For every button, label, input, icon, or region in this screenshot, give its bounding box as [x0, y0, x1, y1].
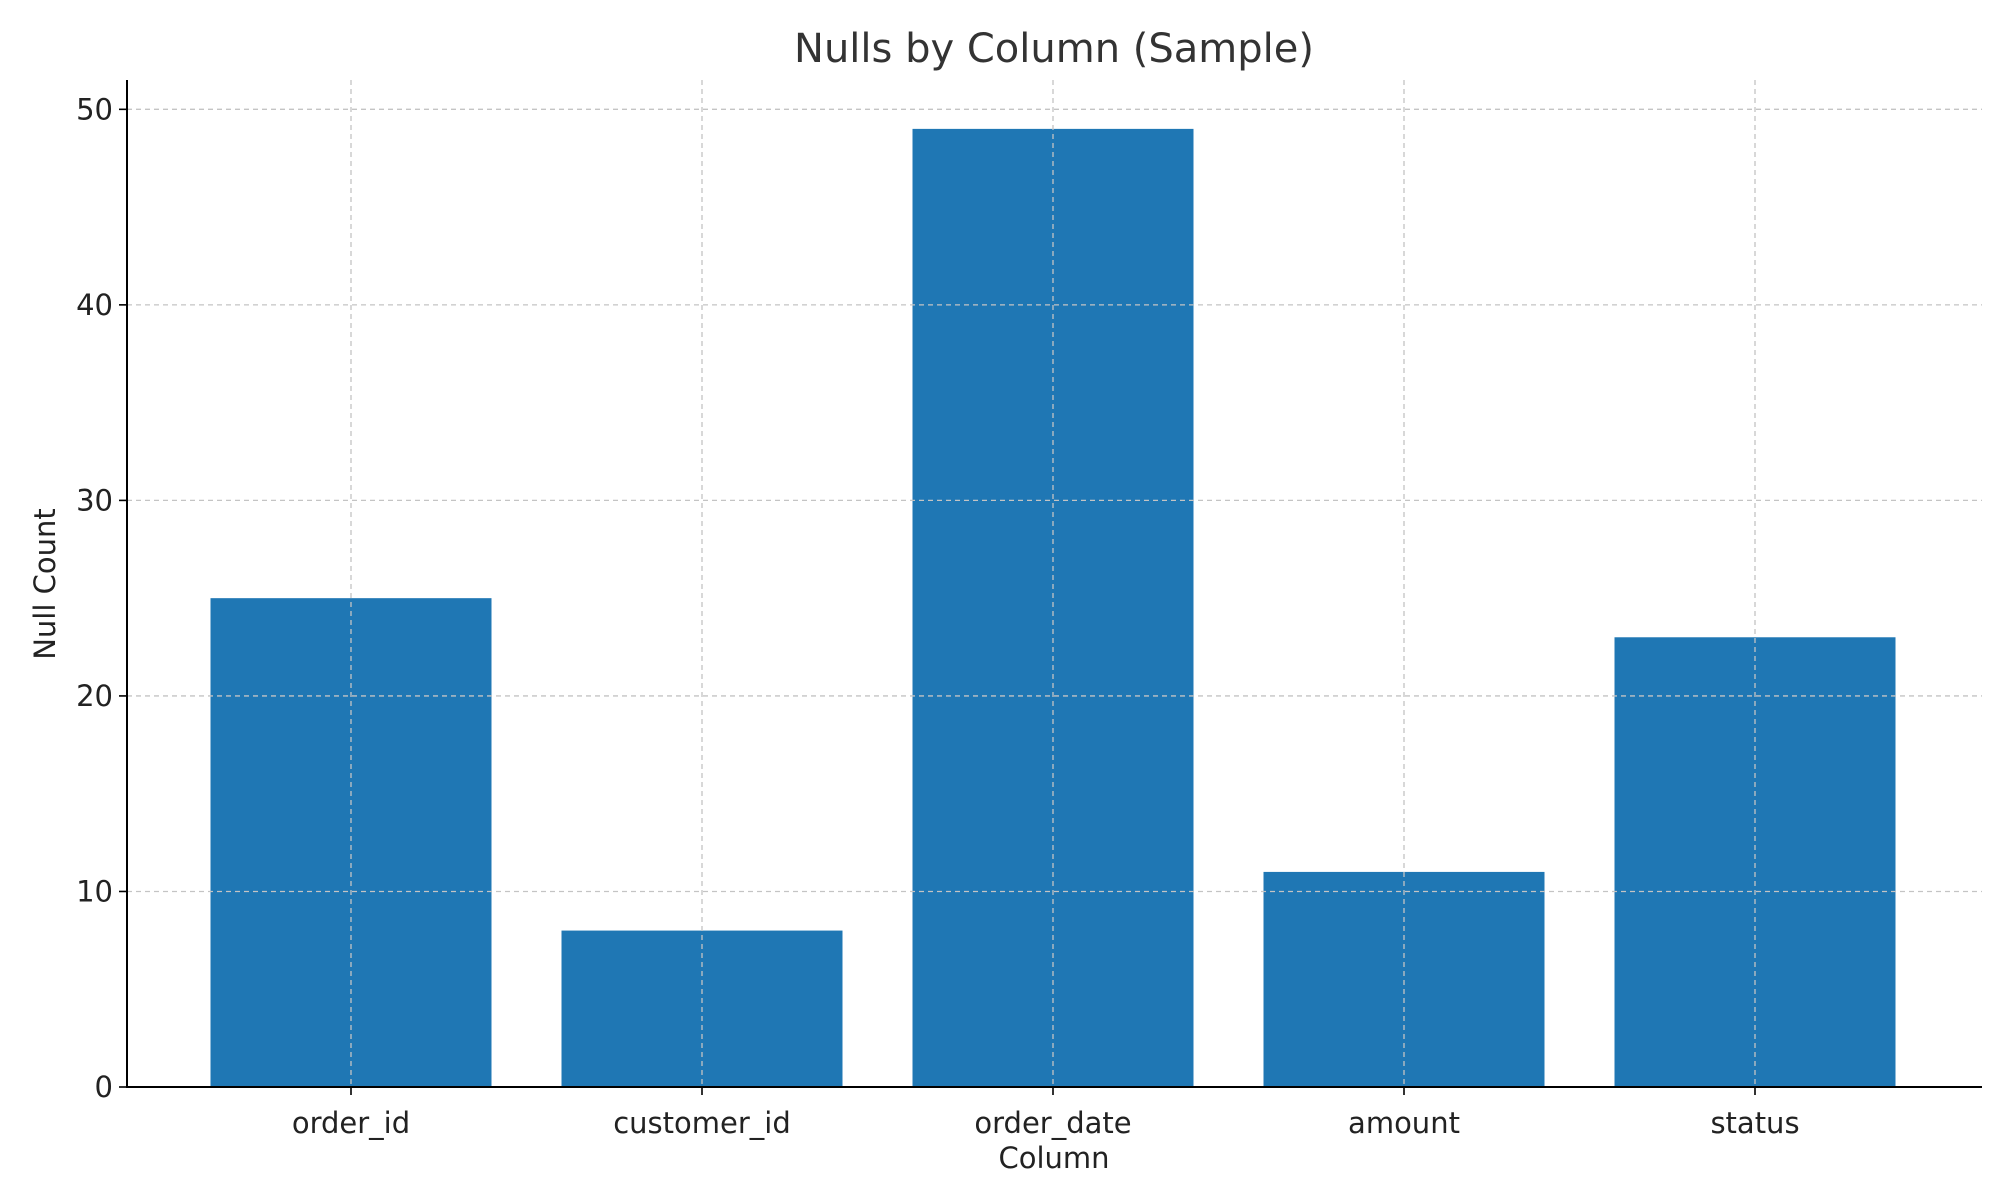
chart-title: Nulls by Column (Sample): [794, 26, 1314, 72]
x-tick-label: order_id: [292, 1106, 410, 1140]
bar-order_id: [210, 598, 492, 1087]
x-axis-label: Column: [998, 1141, 1109, 1175]
y-tick-label: 40: [76, 288, 113, 322]
bar-amount: [1263, 871, 1545, 1087]
y-tick-label: 50: [76, 92, 113, 126]
bars: [210, 128, 1896, 1088]
grid: [127, 80, 1982, 1087]
y-axis-ticks: 0 10 20 30 40 50: [76, 92, 127, 1104]
y-tick-label: 0: [95, 1070, 113, 1104]
y-axis-label: Null Count: [28, 508, 62, 660]
x-axis-ticks: order_id customer_id order_date amount statu…: [292, 1087, 1800, 1140]
x-tick-label: status: [1710, 1106, 1799, 1140]
x-tick-label: order_date: [974, 1106, 1131, 1140]
y-tick-label: 10: [76, 874, 113, 908]
y-tick-label: 30: [76, 483, 113, 517]
x-tick-label: customer_id: [613, 1106, 791, 1140]
y-tick-label: 20: [76, 679, 113, 713]
x-tick-label: amount: [1348, 1106, 1460, 1140]
